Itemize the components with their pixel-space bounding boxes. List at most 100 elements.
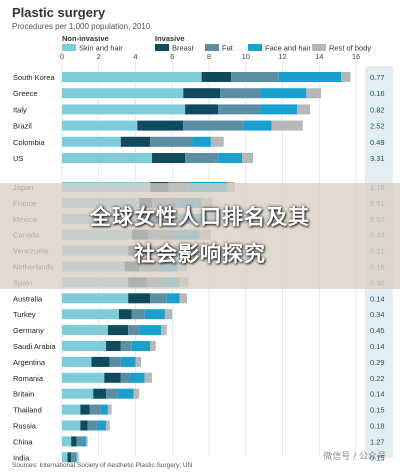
bar-segment-3-4 [271,120,303,131]
legend-group-noninvasive: Non-invasive [62,34,109,43]
bar-segment-14-2 [131,309,145,320]
bar-segment-0-0 [62,72,202,82]
bar-segment-3-3 [243,120,272,131]
bar-segment-19-3 [117,388,134,399]
bar-segment-23-3 [74,452,77,463]
bar-segment-22-2 [76,436,83,447]
category-label-5: US [13,154,23,163]
bar-segment-1-3 [260,88,307,99]
bar-segment-5-1 [152,153,186,163]
bar-segment-15-0 [62,325,108,336]
legend-swatch-3 [248,44,262,51]
bar-segment-17-3 [120,356,136,367]
legend-swatch-0 [62,44,76,51]
bar-segment-13-2 [150,293,167,304]
bar-segment-23-2 [71,452,75,463]
watermark: 微信号 / 公众号 [323,452,386,462]
category-label-17: Argentina [13,358,46,367]
right-value-20: 0.15 [370,406,385,415]
right-value-18: 0.22 [370,374,385,383]
bar-segment-4-2 [150,136,193,147]
x-tick-label-6: 12 [278,52,286,61]
x-tick-label-4: 8 [207,52,211,61]
category-label-16: Saudi Arabia [13,342,56,351]
bar-segment-22-4 [85,436,88,447]
category-label-2: Italy [13,105,27,114]
bar-segment-5-4 [242,153,254,163]
bar-segment-1-1 [183,88,221,99]
bar-segment-19-0 [62,388,94,399]
bar-segment-0-2 [231,72,279,82]
bar-segment-23-1 [67,452,72,463]
bar-segment-20-0 [62,404,81,415]
bar-segment-16-1 [106,341,121,351]
x-tick-label-2: 4 [133,52,137,61]
legend-label-4: Rest of body [329,44,371,53]
bar-segment-16-4 [150,341,156,351]
bar-segment-17-0 [62,356,92,367]
bar-segment-21-1 [80,420,88,431]
bar-segment-4-4 [210,136,224,147]
bar-segment-19-1 [93,388,107,399]
right-value-16: 0.14 [370,342,385,351]
bar-segment-0-1 [201,72,232,82]
bar-segment-14-4 [164,309,173,320]
bar-segment-15-3 [139,325,162,336]
bar-segment-21-3 [96,420,107,431]
bar-segment-23-4 [76,452,79,463]
right-value-19: 0.14 [370,390,385,399]
bar-segment-4-0 [62,136,121,147]
bar-segment-1-0 [62,88,184,99]
legend-label-1: Breast [172,44,195,53]
bar-segment-16-3 [131,341,151,351]
right-value-14: 0.34 [370,310,385,319]
bar-segment-15-4 [161,325,167,336]
bar-segment-2-2 [218,104,261,115]
bar-segment-2-0 [62,104,186,115]
legend-label-0: Skin and hair [79,44,123,53]
category-label-1: Greece [13,89,38,98]
bar-segment-18-3 [129,372,145,383]
bar-segment-21-4 [106,420,110,431]
bar-segment-20-1 [80,404,90,415]
legend-swatch-2 [205,44,219,51]
x-tick-label-1: 2 [97,52,101,61]
bar-segment-16-2 [120,341,132,351]
bar-segment-14-1 [118,309,132,320]
legend-swatch-1 [155,44,169,51]
bar-segment-13-0 [62,293,129,304]
chart-subtitle: Procedures per 1,000 population, 2010 [12,22,151,31]
category-label-15: Germany [13,326,44,335]
category-label-4: Colombia [13,138,46,147]
bar-segment-2-1 [185,104,219,115]
right-value-15: 0.45 [370,326,385,335]
right-value-1: 0.16 [370,89,385,98]
bar-segment-1-4 [306,88,322,99]
bar-segment-18-2 [120,372,130,383]
right-value-4: 0.49 [370,138,385,147]
overlay-title-line-1: 全球女性人口排名及其 [90,205,310,229]
bar-segment-21-0 [62,420,81,431]
x-tick-label-3: 6 [170,52,174,61]
bar-segment-20-3 [100,404,108,415]
legend-group-invasive: Invasive [155,34,185,43]
bar-segment-14-3 [144,309,165,320]
bar-segment-2-4 [297,104,311,115]
right-value-2: 0.82 [370,105,385,114]
bar-segment-15-1 [107,325,129,336]
bar-segment-3-0 [62,120,138,131]
bar-segment-4-1 [120,136,151,147]
bar-segment-4-3 [192,136,211,147]
bar-segment-17-1 [91,356,110,367]
bar-segment-19-2 [106,388,118,399]
category-label-3: Brazil [13,122,32,131]
bar-segment-18-4 [144,372,153,383]
bar-segment-18-1 [104,372,121,383]
right-value-13: 0.14 [370,294,385,303]
bar-segment-17-4 [135,356,142,367]
bar-segment-15-2 [128,325,140,336]
x-tick-label-8: 16 [352,52,360,61]
category-label-21: Russia [13,422,37,431]
category-label-23: India [13,453,30,462]
category-label-22: China [13,437,33,446]
